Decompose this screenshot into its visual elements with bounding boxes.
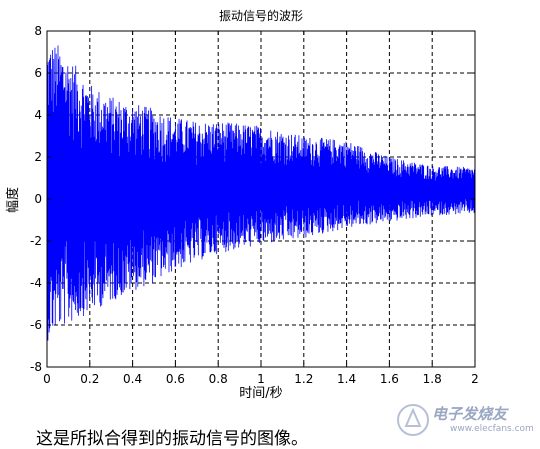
- watermark-emblem-icon: [397, 404, 429, 436]
- y-tick-label: 0: [34, 192, 42, 206]
- y-tick-label: 4: [34, 108, 42, 122]
- chart-title: 振动信号的波形: [219, 8, 303, 23]
- x-tick-label: 1.4: [337, 372, 356, 386]
- y-tick-label: -6: [30, 318, 42, 332]
- x-tick-label: 2: [471, 372, 479, 386]
- signal-series: [46, 45, 476, 341]
- y-tick-label: 8: [34, 24, 42, 38]
- y-axis-label: 幅度: [5, 187, 21, 213]
- watermark-text: 电子发烧友: [432, 405, 508, 423]
- y-tick-label: -8: [30, 360, 42, 374]
- x-tick-label: 1.8: [423, 372, 442, 386]
- y-tick-label: -2: [30, 234, 42, 248]
- axis-ticks: 0 0.2 0.4 0.6 0.8 1 1.2 1.4 1.6 1.8 2 8 6 4 2 0 -2 -4 -6 -8: [30, 24, 479, 386]
- x-tick-label: 1.2: [294, 372, 313, 386]
- x-tick-label: 1.6: [380, 372, 399, 386]
- watermark-logo: 电子发烧友 www.elecfans.com: [396, 398, 538, 444]
- y-tick-label: 2: [34, 150, 42, 164]
- x-tick-label: 0: [43, 372, 51, 386]
- signal-line: [46, 45, 476, 341]
- y-tick-label: 6: [34, 66, 42, 80]
- y-tick-label: -4: [30, 276, 42, 290]
- x-tick-label: 0.8: [209, 372, 228, 386]
- x-tick-label: 0.6: [166, 372, 185, 386]
- x-tick-label: 0.4: [123, 372, 142, 386]
- x-tick-label: 1: [257, 372, 265, 386]
- x-axis-label: 时间/秒: [239, 386, 282, 401]
- watermark-url: www.elecfans.com: [450, 424, 534, 434]
- figure-caption: 这是所拟合得到的振动信号的图像。: [36, 429, 308, 449]
- x-tick-label: 0.2: [80, 372, 99, 386]
